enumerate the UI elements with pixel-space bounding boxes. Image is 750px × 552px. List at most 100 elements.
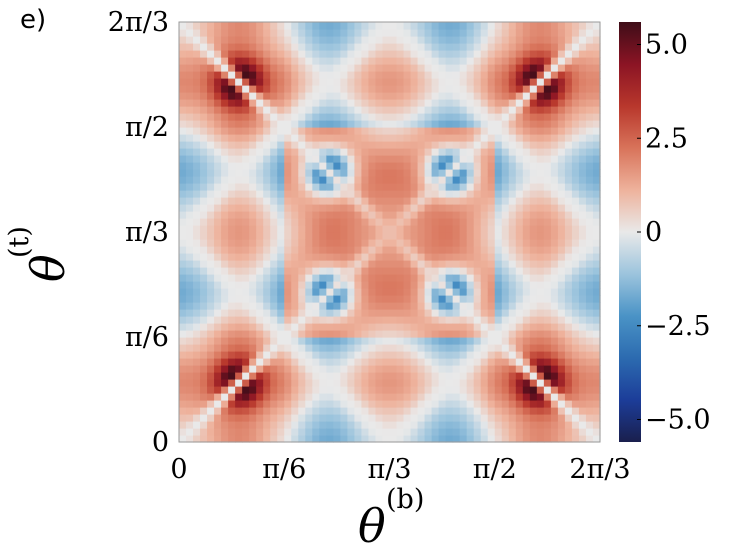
heatmap-cell bbox=[410, 36, 419, 44]
heatmap-cell bbox=[312, 428, 320, 436]
heatmap-cell bbox=[508, 337, 517, 345]
heatmap-cell bbox=[354, 106, 363, 114]
heatmap-cell bbox=[508, 120, 517, 128]
heatmap-cell bbox=[515, 183, 524, 191]
heatmap-cell bbox=[494, 295, 503, 303]
heatmap-cell bbox=[410, 295, 419, 303]
heatmap-cell bbox=[270, 253, 278, 261]
heatmap-cell bbox=[354, 239, 363, 247]
heatmap-cell bbox=[480, 358, 489, 366]
heatmap-cell bbox=[445, 351, 454, 359]
heatmap-cell bbox=[473, 302, 482, 310]
heatmap-cell bbox=[592, 120, 601, 128]
heatmap-cell bbox=[487, 260, 496, 268]
heatmap-cell bbox=[277, 211, 285, 219]
heatmap-cell bbox=[221, 330, 229, 338]
heatmap-cell bbox=[501, 274, 510, 282]
heatmap-cell bbox=[284, 372, 292, 380]
heatmap-cell bbox=[333, 323, 341, 331]
heatmap-cell bbox=[221, 64, 229, 72]
heatmap-cell bbox=[256, 330, 264, 338]
heatmap-cell bbox=[242, 309, 250, 317]
heatmap-cell bbox=[431, 358, 440, 366]
heatmap-cell bbox=[256, 22, 264, 30]
heatmap-cell bbox=[382, 211, 391, 219]
heatmap-cell bbox=[557, 365, 566, 373]
heatmap-cell bbox=[424, 197, 433, 205]
heatmap-cell bbox=[550, 428, 559, 436]
heatmap-cell bbox=[529, 106, 538, 114]
heatmap-cell bbox=[375, 64, 384, 72]
heatmap-cell bbox=[480, 239, 489, 247]
heatmap-cell bbox=[368, 64, 377, 72]
heatmap-cell bbox=[242, 204, 250, 212]
heatmap-cell bbox=[396, 295, 405, 303]
heatmap-cell bbox=[592, 64, 601, 72]
heatmap-cell bbox=[368, 204, 377, 212]
heatmap-cell bbox=[249, 309, 257, 317]
heatmap-cell bbox=[277, 190, 285, 198]
heatmap-cell bbox=[382, 141, 391, 149]
heatmap-cell bbox=[571, 316, 580, 324]
heatmap-cell bbox=[466, 204, 475, 212]
heatmap-cell bbox=[403, 92, 412, 100]
heatmap-cell bbox=[487, 400, 496, 408]
heatmap-cell bbox=[557, 337, 566, 345]
heatmap-cell bbox=[494, 127, 503, 135]
heatmap-cell bbox=[291, 106, 299, 114]
heatmap-cell bbox=[536, 78, 545, 86]
heatmap-cell bbox=[585, 99, 594, 107]
heatmap-cell bbox=[403, 148, 412, 156]
heatmap-cell bbox=[557, 141, 566, 149]
heatmap-cell bbox=[438, 281, 447, 289]
heatmap-cell bbox=[291, 281, 299, 289]
heatmap-cell bbox=[438, 372, 447, 380]
heatmap-cell bbox=[508, 99, 517, 107]
heatmap-cell bbox=[347, 148, 356, 156]
heatmap-cell bbox=[431, 29, 440, 37]
heatmap-cell bbox=[291, 113, 299, 121]
heatmap-cell bbox=[459, 162, 468, 170]
heatmap-cell bbox=[585, 316, 594, 324]
heatmap-cell bbox=[347, 239, 356, 247]
heatmap-cell bbox=[585, 85, 594, 93]
heatmap-cell bbox=[270, 372, 278, 380]
heatmap-cell bbox=[431, 435, 440, 443]
heatmap-cell bbox=[543, 351, 552, 359]
heatmap-cell bbox=[445, 260, 454, 268]
heatmap-cell bbox=[592, 22, 601, 30]
heatmap-cell bbox=[382, 148, 391, 156]
heatmap-cell bbox=[571, 351, 580, 359]
heatmap-cell bbox=[522, 365, 531, 373]
heatmap-cell bbox=[522, 323, 531, 331]
heatmap-cell bbox=[424, 162, 433, 170]
heatmap-cell bbox=[382, 337, 391, 345]
heatmap-cell bbox=[375, 176, 384, 184]
heatmap-cell bbox=[585, 323, 594, 331]
heatmap-cell bbox=[452, 400, 461, 408]
heatmap-cell bbox=[417, 218, 426, 226]
heatmap-cell bbox=[473, 239, 482, 247]
heatmap-cell bbox=[200, 274, 208, 282]
heatmap-cell bbox=[452, 211, 461, 219]
heatmap-cell bbox=[501, 407, 510, 415]
heatmap-cell bbox=[459, 400, 468, 408]
heatmap-cell bbox=[396, 197, 405, 205]
heatmap-cell bbox=[319, 162, 327, 170]
heatmap-cell bbox=[501, 50, 510, 58]
heatmap-cell bbox=[550, 22, 559, 30]
heatmap-cell bbox=[249, 253, 257, 261]
heatmap-cell bbox=[522, 393, 531, 401]
heatmap-cell bbox=[382, 106, 391, 114]
heatmap-cell bbox=[487, 106, 496, 114]
heatmap-cell bbox=[571, 29, 580, 37]
heatmap-cell bbox=[550, 260, 559, 268]
heatmap-cell bbox=[368, 358, 377, 366]
heatmap-cell bbox=[319, 106, 327, 114]
heatmap-cell bbox=[452, 260, 461, 268]
heatmap-cell bbox=[389, 365, 398, 373]
heatmap-cell bbox=[298, 309, 306, 317]
heatmap-cell bbox=[522, 288, 531, 296]
heatmap-cell bbox=[228, 435, 236, 443]
heatmap-cell bbox=[347, 141, 356, 149]
